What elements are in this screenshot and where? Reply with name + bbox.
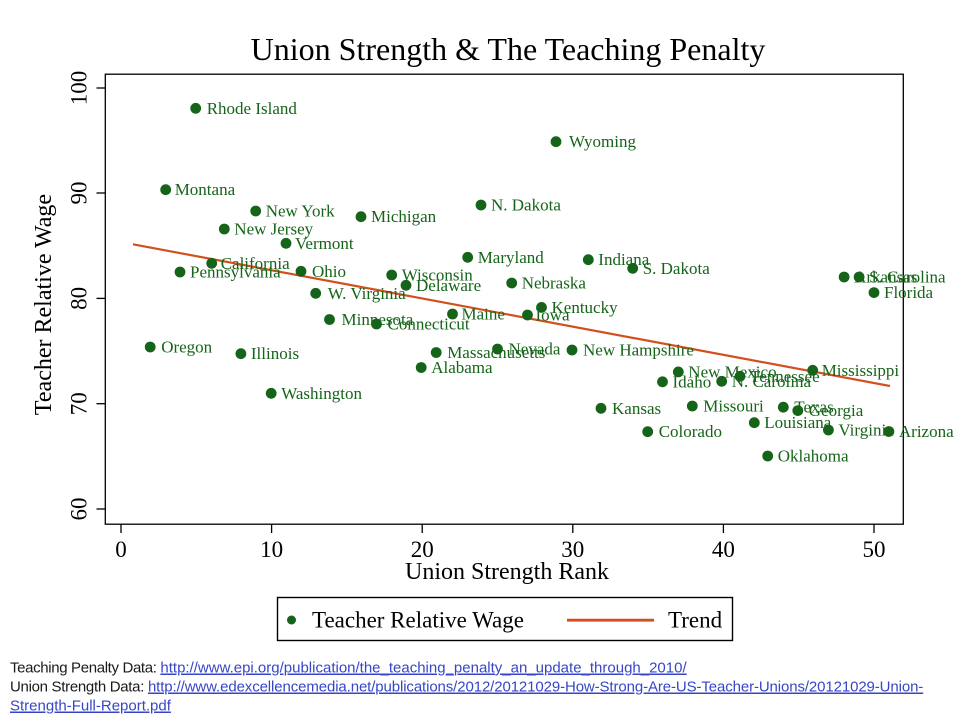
svg-text:Kentucky: Kentucky (552, 298, 619, 317)
svg-text:New Jersey: New Jersey (234, 220, 313, 239)
svg-text:Vermont: Vermont (295, 234, 354, 253)
svg-text:Louisiana: Louisiana (764, 413, 831, 432)
svg-text:50: 50 (863, 537, 886, 562)
svg-text:Ohio: Ohio (312, 262, 346, 281)
svg-text:Wisconsin: Wisconsin (402, 266, 474, 285)
svg-text:Union Strength Data: http://ww: Union Strength Data: http://www.edexcell… (10, 679, 923, 696)
svg-text:80: 80 (67, 287, 92, 310)
svg-text:Union Strength & The Teaching: Union Strength & The Teaching Penalty (251, 31, 766, 67)
svg-text:90: 90 (67, 182, 92, 205)
svg-text:Colorado: Colorado (659, 422, 722, 441)
svg-text:Washington: Washington (281, 384, 362, 403)
svg-text:Texas: Texas (794, 398, 833, 417)
svg-text:70: 70 (67, 392, 92, 415)
svg-text:Iowa: Iowa (536, 306, 570, 325)
svg-text:New Mexico: New Mexico (688, 362, 776, 381)
svg-text:Alabama: Alabama (431, 358, 493, 377)
svg-text:Nevada: Nevada (509, 340, 561, 359)
svg-text:Teacher Relative Wage: Teacher Relative Wage (31, 194, 57, 415)
svg-text:Minnesota: Minnesota (342, 310, 414, 329)
svg-text:60: 60 (67, 498, 92, 521)
svg-text:Teacher Relative Wage: Teacher Relative Wage (312, 607, 524, 632)
svg-text:N. Carolina: N. Carolina (732, 372, 812, 391)
svg-text:New Hampshire: New Hampshire (583, 341, 694, 360)
svg-text:20: 20 (411, 537, 434, 562)
svg-text:Strength-Full-Report.pdf: Strength-Full-Report.pdf (10, 698, 172, 715)
svg-text:Maine: Maine (462, 305, 505, 324)
svg-text:10: 10 (260, 537, 283, 562)
svg-text:Virginia: Virginia (838, 421, 894, 440)
svg-text:N. Dakota: N. Dakota (491, 196, 561, 215)
svg-text:Idaho: Idaho (673, 372, 712, 391)
svg-text:Tennessee: Tennessee (750, 367, 820, 386)
svg-text:Delaware: Delaware (416, 276, 481, 295)
svg-text:Mississippi: Mississippi (822, 361, 900, 380)
svg-text:New York: New York (266, 202, 335, 221)
svg-text:Maryland: Maryland (478, 248, 545, 267)
svg-text:S. Carolina: S. Carolina (869, 268, 946, 287)
svg-text:Indiana: Indiana (598, 250, 649, 269)
svg-text:Teaching Penalty Data: http://: Teaching Penalty Data: http://www.epi.or… (10, 660, 687, 677)
svg-text:40: 40 (712, 537, 735, 562)
svg-text:Kansas: Kansas (612, 399, 661, 418)
svg-text:Montana: Montana (175, 180, 236, 199)
svg-text:Florida: Florida (884, 283, 934, 302)
svg-text:W. Virginia: W. Virginia (328, 284, 406, 303)
svg-text:Nebraska: Nebraska (522, 274, 587, 293)
svg-text:Georgia: Georgia (809, 401, 864, 420)
svg-text:Trend: Trend (668, 607, 723, 632)
svg-text:Massachusetts: Massachusetts (447, 343, 545, 362)
svg-text:California: California (221, 254, 290, 273)
svg-text:Rhode Island: Rhode Island (207, 99, 298, 118)
svg-text:Missouri: Missouri (703, 397, 764, 416)
svg-text:S. Dakota: S. Dakota (643, 259, 711, 278)
svg-text:Illinois: Illinois (251, 344, 299, 363)
svg-text:100: 100 (67, 71, 92, 106)
svg-text:Arkansas: Arkansas (854, 268, 917, 287)
svg-text:Oregon: Oregon (161, 338, 212, 357)
svg-text:Oklahoma: Oklahoma (778, 447, 849, 466)
svg-text:0: 0 (115, 537, 127, 562)
svg-text:Arizona: Arizona (899, 422, 954, 441)
svg-text:Wyoming: Wyoming (569, 132, 636, 151)
svg-text:Michigan: Michigan (371, 207, 437, 226)
svg-text:30: 30 (561, 537, 584, 562)
svg-text:Connecticut: Connecticut (388, 315, 470, 334)
svg-text:Pennsylvania: Pennsylvania (190, 263, 281, 282)
svg-text:Union Strength Rank: Union Strength Rank (405, 559, 609, 585)
